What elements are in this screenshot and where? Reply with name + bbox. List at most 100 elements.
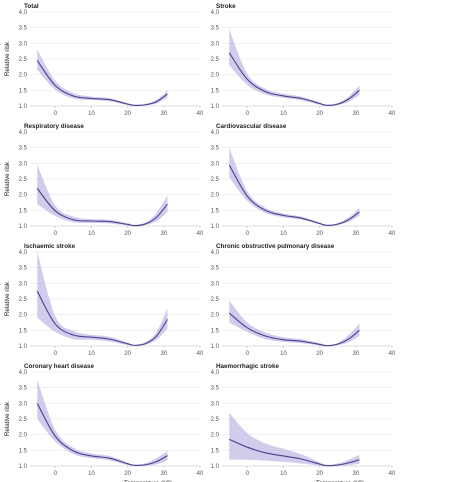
y-tick-label: 3.5: [211, 386, 220, 392]
y-axis-label: Relative risk: [4, 281, 11, 316]
x-tick-label: 30: [352, 111, 359, 117]
y-tick-label: 1.5: [211, 88, 220, 94]
x-tick-label: 0: [246, 351, 250, 357]
x-axis-label: Temperature (°C): [124, 479, 172, 482]
x-tick-label: 40: [389, 231, 396, 237]
panel-title: Coronary heart disease: [24, 363, 94, 370]
x-tick-label: 30: [160, 471, 167, 477]
panel-title: Stroke: [216, 3, 236, 10]
y-tick-label: 3.0: [19, 161, 28, 167]
y-tick-label: 4.0: [19, 10, 28, 16]
y-tick-label: 1.0: [211, 344, 220, 350]
panel-title: Respiratory disease: [24, 123, 84, 130]
y-tick-label: 2.0: [19, 73, 28, 79]
x-tick-label: 30: [160, 231, 167, 237]
x-tick-label: 0: [54, 471, 58, 477]
y-tick-label: 3.5: [211, 266, 220, 272]
y-tick-label: 2.0: [19, 193, 28, 199]
panel-title: Ischaemic stroke: [24, 243, 76, 250]
y-axis-label: Relative risk: [4, 161, 11, 196]
y-tick-label: 2.5: [19, 297, 28, 303]
x-tick-label: 0: [54, 231, 58, 237]
y-tick-label: 1.5: [19, 448, 28, 454]
x-tick-label: 30: [352, 471, 359, 477]
y-axis-label: Relative risk: [4, 401, 11, 436]
x-tick-label: 30: [160, 111, 167, 117]
y-tick-label: 3.5: [211, 26, 220, 32]
x-tick-label: 20: [316, 471, 323, 477]
y-tick-label: 1.0: [19, 344, 28, 350]
x-tick-label: 20: [316, 231, 323, 237]
series-line: [228, 164, 360, 226]
confidence-band: [229, 29, 360, 107]
x-tick-label: 40: [197, 351, 204, 357]
y-tick-label: 4.0: [19, 130, 28, 136]
x-tick-label: 30: [352, 231, 359, 237]
y-tick-label: 1.5: [211, 448, 220, 454]
x-tick-label: 20: [124, 231, 131, 237]
x-tick-label: 10: [280, 351, 287, 357]
x-tick-label: 30: [160, 351, 167, 357]
x-tick-label: 10: [280, 231, 287, 237]
confidence-band: [229, 300, 360, 347]
confidence-band: [37, 49, 168, 107]
y-axis-label: Relative risk: [4, 41, 11, 76]
x-tick-label: 40: [197, 471, 204, 477]
confidence-band: [37, 379, 168, 467]
y-tick-label: 1.0: [19, 224, 28, 230]
y-tick-label: 1.5: [211, 208, 220, 214]
y-tick-label: 1.5: [211, 328, 220, 334]
x-tick-label: 10: [88, 471, 95, 477]
x-tick-label: 20: [124, 351, 131, 357]
y-tick-label: 3.5: [19, 266, 28, 272]
y-tick-label: 2.5: [211, 417, 220, 423]
x-tick-label: 40: [389, 351, 396, 357]
y-tick-label: 4.0: [211, 250, 220, 256]
y-tick-label: 2.5: [211, 177, 220, 183]
x-tick-label: 10: [280, 111, 287, 117]
y-tick-label: 1.5: [19, 328, 28, 334]
y-tick-label: 3.0: [211, 401, 220, 407]
y-tick-label: 3.0: [19, 281, 28, 287]
y-tick-label: 2.0: [211, 193, 220, 199]
y-tick-label: 3.5: [19, 146, 28, 152]
y-tick-label: 4.0: [211, 130, 220, 136]
y-tick-label: 2.0: [211, 433, 220, 439]
x-tick-label: 20: [124, 111, 131, 117]
y-tick-label: 3.0: [19, 41, 28, 47]
y-tick-label: 3.0: [211, 41, 220, 47]
confidence-band: [37, 164, 168, 227]
y-tick-label: 1.0: [211, 104, 220, 110]
x-tick-label: 0: [246, 111, 250, 117]
y-tick-label: 2.5: [19, 57, 28, 63]
x-tick-label: 0: [54, 111, 58, 117]
series-line: [36, 403, 168, 466]
panel-title: Haemorrhagic stroke: [216, 363, 279, 370]
x-tick-label: 0: [246, 231, 250, 237]
y-tick-label: 4.0: [211, 370, 220, 376]
y-tick-label: 4.0: [19, 370, 28, 376]
y-tick-label: 3.0: [19, 401, 28, 407]
x-tick-label: 10: [88, 231, 95, 237]
series-line: [228, 312, 360, 347]
x-tick-label: 10: [88, 351, 95, 357]
confidence-band: [229, 147, 360, 227]
y-tick-label: 2.0: [19, 313, 28, 319]
y-tick-label: 1.0: [19, 104, 28, 110]
x-tick-label: 10: [88, 111, 95, 117]
x-tick-label: 20: [124, 471, 131, 477]
y-tick-label: 3.5: [19, 386, 28, 392]
y-tick-label: 1.5: [19, 208, 28, 214]
series-line: [228, 52, 360, 106]
x-tick-label: 40: [197, 111, 204, 117]
x-tick-label: 10: [280, 471, 287, 477]
y-tick-label: 1.0: [211, 464, 220, 470]
y-tick-label: 1.5: [19, 88, 28, 94]
y-tick-label: 2.0: [211, 73, 220, 79]
y-tick-label: 3.0: [211, 161, 220, 167]
confidence-band: [229, 412, 360, 467]
series-line: [36, 60, 168, 106]
y-tick-label: 2.5: [211, 57, 220, 63]
series-line: [36, 290, 168, 346]
y-tick-label: 1.0: [19, 464, 28, 470]
